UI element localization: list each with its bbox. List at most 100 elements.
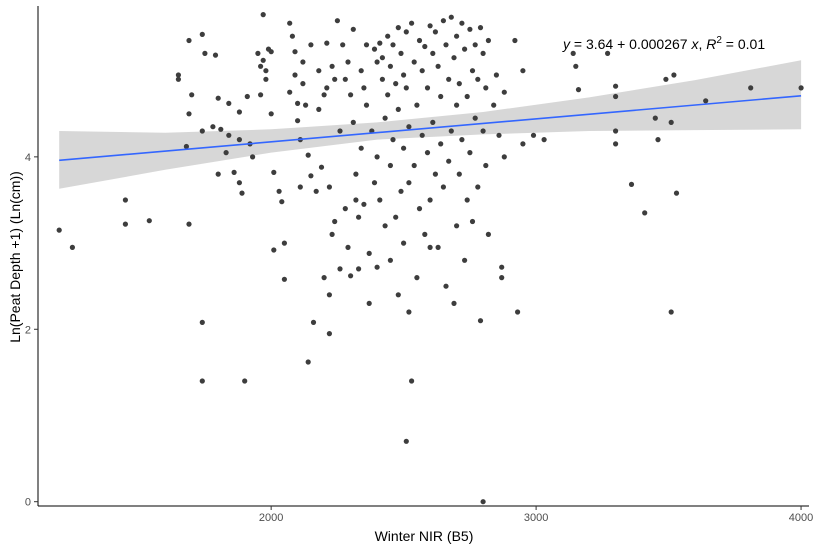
data-point <box>424 85 431 91</box>
data-point <box>186 221 192 227</box>
data-point <box>342 206 348 212</box>
data-point <box>446 76 452 82</box>
data-point <box>300 81 306 87</box>
data-point <box>212 52 219 58</box>
data-point <box>469 68 476 74</box>
data-point <box>268 49 274 55</box>
data-point <box>432 171 438 177</box>
data-point <box>271 247 277 253</box>
confidence-band <box>59 60 802 189</box>
regression-equation: y = 3.64 + 0.000267 x, R2 = 0.01 <box>562 35 765 52</box>
data-point <box>313 188 319 194</box>
y-axis-title: Ln(Peat Depth +1) (Ln(cm)) <box>7 171 23 343</box>
data-point <box>371 180 378 186</box>
data-point <box>387 257 393 263</box>
data-point <box>379 76 385 82</box>
data-point <box>663 76 669 82</box>
data-point <box>385 33 391 39</box>
data-point <box>303 102 309 108</box>
eq-y-var: y <box>562 36 571 52</box>
data-point <box>652 115 658 121</box>
data-point <box>345 59 351 65</box>
data-point <box>281 276 287 282</box>
data-point <box>703 98 709 104</box>
data-point <box>485 37 491 44</box>
data-point <box>403 438 409 444</box>
data-point <box>427 244 433 250</box>
data-point <box>356 266 362 272</box>
data-point <box>310 319 317 325</box>
eq-r2-sep: , <box>698 36 706 52</box>
data-point <box>295 100 301 106</box>
data-point <box>258 63 264 69</box>
data-point <box>350 26 356 32</box>
data-point <box>435 244 441 250</box>
data-point <box>440 18 446 24</box>
data-point <box>260 12 266 18</box>
data-point <box>122 197 128 203</box>
data-point <box>263 68 269 74</box>
data-point <box>467 150 473 156</box>
data-point <box>398 188 404 194</box>
y-tick-label: 0 <box>25 497 31 509</box>
data-point <box>366 250 372 256</box>
data-point <box>491 102 497 108</box>
data-point <box>496 132 502 138</box>
data-point <box>305 359 311 365</box>
data-point <box>403 85 409 91</box>
data-point <box>570 50 576 57</box>
data-point <box>348 92 354 98</box>
data-point <box>345 244 351 250</box>
data-point <box>448 14 454 20</box>
data-point <box>501 89 507 95</box>
data-point <box>258 92 264 98</box>
data-point <box>398 50 404 57</box>
data-point <box>451 300 457 306</box>
data-point <box>377 40 383 46</box>
data-point <box>520 141 526 147</box>
data-point <box>628 181 635 187</box>
data-point <box>358 68 364 74</box>
y-tick-label: 4 <box>25 152 31 164</box>
data-point <box>454 33 460 39</box>
data-point <box>199 319 205 325</box>
data-point <box>363 102 370 108</box>
data-point <box>215 95 221 101</box>
data-point <box>403 29 409 35</box>
data-point <box>226 100 232 106</box>
data-point <box>263 76 269 82</box>
data-point <box>321 92 327 98</box>
data-point <box>748 85 754 91</box>
data-point <box>329 63 335 69</box>
data-point <box>385 92 391 98</box>
data-point <box>279 199 285 205</box>
data-point <box>395 292 401 298</box>
data-point <box>337 266 343 272</box>
data-point <box>350 119 356 125</box>
data-point <box>443 283 449 289</box>
data-point <box>469 218 476 225</box>
data-point <box>541 137 547 143</box>
data-point <box>406 124 412 130</box>
data-point <box>462 257 468 263</box>
data-point <box>236 180 242 186</box>
x-tick-label: 2000 <box>259 512 283 524</box>
y-tick-label: 2 <box>25 324 31 336</box>
data-point <box>668 309 674 315</box>
data-point <box>297 184 303 190</box>
data-point <box>414 102 420 108</box>
data-point <box>356 214 362 220</box>
data-point <box>411 59 417 65</box>
eq-r2-value: = 0.01 <box>722 36 765 52</box>
scatter-points-layer <box>56 12 804 505</box>
eq-r2-exp: 2 <box>716 35 722 46</box>
data-point <box>613 93 619 100</box>
data-point <box>326 292 332 298</box>
data-point <box>316 106 322 112</box>
data-point <box>446 158 452 164</box>
data-point <box>401 72 407 78</box>
data-point <box>419 68 425 74</box>
data-point <box>477 25 484 31</box>
data-point <box>387 162 393 169</box>
